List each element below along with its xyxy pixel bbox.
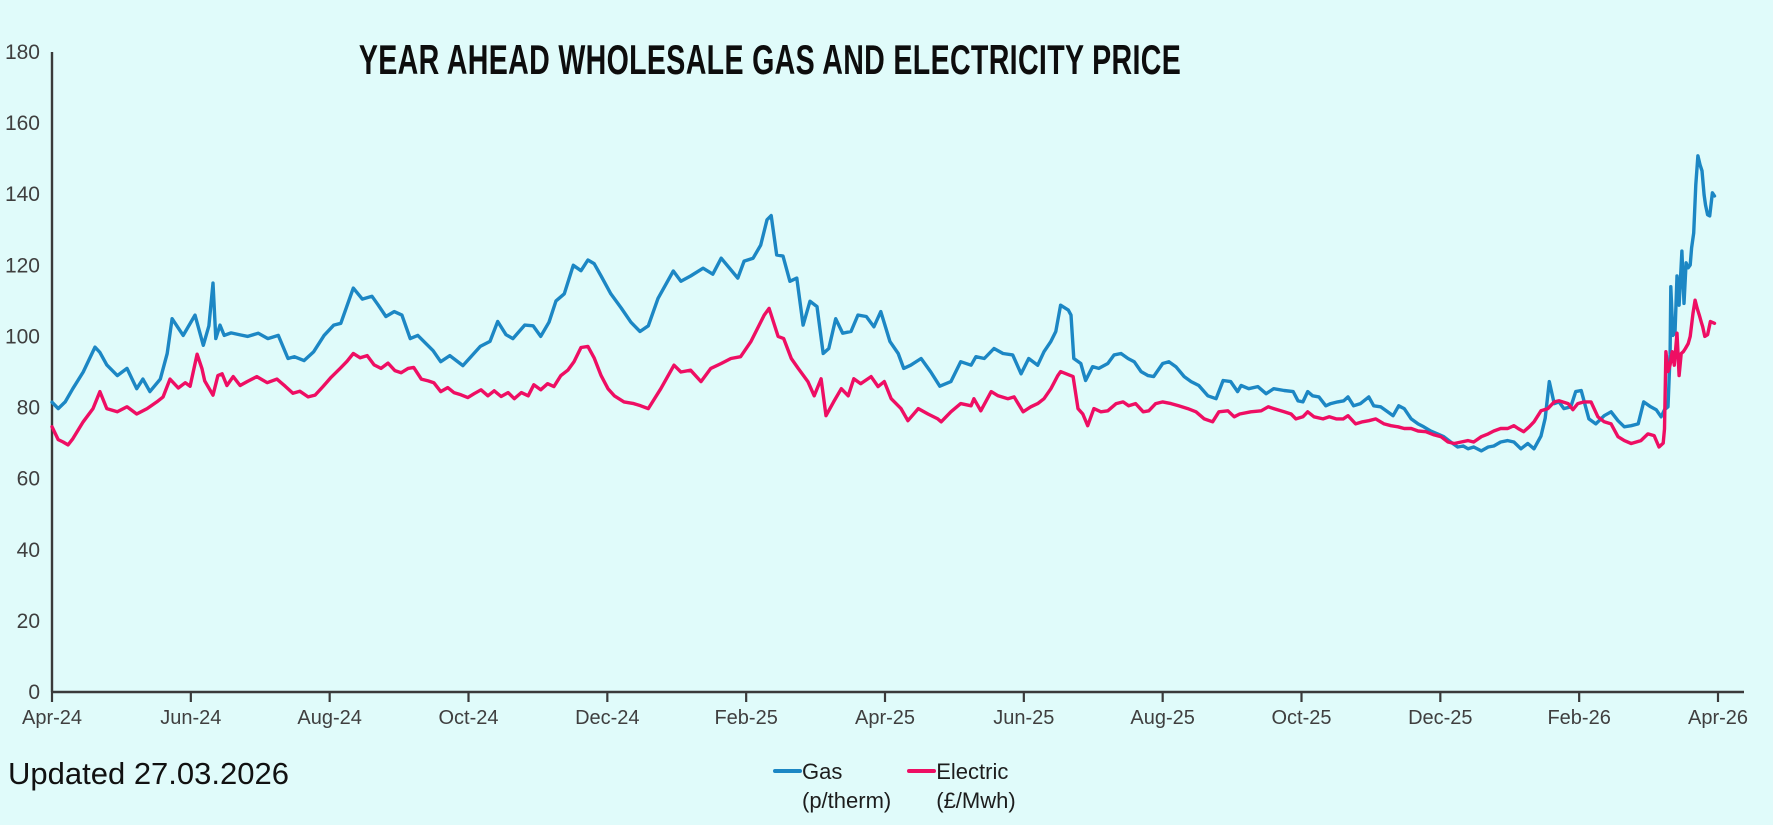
x-axis-label: Jun-24: [160, 707, 221, 729]
updated-date-label: Updated 27.03.2026: [8, 756, 289, 791]
x-axis-label: Oct-24: [438, 707, 498, 729]
y-axis-label: 100: [5, 325, 40, 348]
chart-legend: Gas (p/therm) Electric (£/Mwh): [773, 757, 1016, 815]
y-axis-label: 20: [17, 610, 40, 633]
legend-series-unit: (p/therm): [802, 788, 892, 814]
electric-line-swatch-icon: [907, 769, 937, 773]
x-axis-label: Apr-24: [22, 707, 82, 729]
legend-item-gas: Gas (p/therm): [773, 757, 891, 815]
y-axis-label: 40: [17, 539, 40, 562]
gas-line-swatch-icon: [773, 769, 802, 773]
x-axis-label: Dec-24: [575, 707, 639, 729]
chart-title: YEAR AHEAD WHOLESALE GAS AND ELECTRICITY…: [358, 36, 1182, 83]
legend-series-name: Electric: [936, 759, 1009, 784]
x-axis-label: Apr-26: [1688, 707, 1748, 729]
x-axis-label: Apr-25: [855, 707, 915, 729]
legend-series-unit: (£/Mwh): [936, 788, 1016, 814]
x-axis-label: Oct-25: [1271, 707, 1331, 729]
legend-series-name: Gas: [802, 759, 843, 784]
x-axis-label: Aug-25: [1130, 707, 1195, 729]
x-axis-label: Aug-24: [297, 707, 362, 729]
electric-price-line: [50, 298, 1717, 449]
x-axis-label: Dec-25: [1408, 707, 1472, 729]
gas-price-line: [50, 154, 1717, 453]
legend-label-electric: Electric (£/Mwh): [936, 757, 1015, 815]
legend-item-electric: Electric (£/Mwh): [907, 757, 1016, 815]
y-axis-label: 160: [5, 112, 40, 135]
y-axis-label: 180: [5, 41, 40, 64]
y-axis-label: 0: [28, 681, 40, 704]
x-axis-label: Feb-26: [1547, 707, 1610, 729]
x-axis-label: Jun-25: [993, 707, 1054, 729]
y-axis-label: 60: [17, 468, 40, 491]
y-axis-label: 80: [17, 397, 40, 420]
x-axis-label: Feb-25: [714, 707, 777, 729]
y-axis-label: 140: [5, 183, 40, 206]
y-axis-label: 120: [5, 254, 40, 277]
legend-label-gas: Gas (p/therm): [802, 757, 891, 815]
